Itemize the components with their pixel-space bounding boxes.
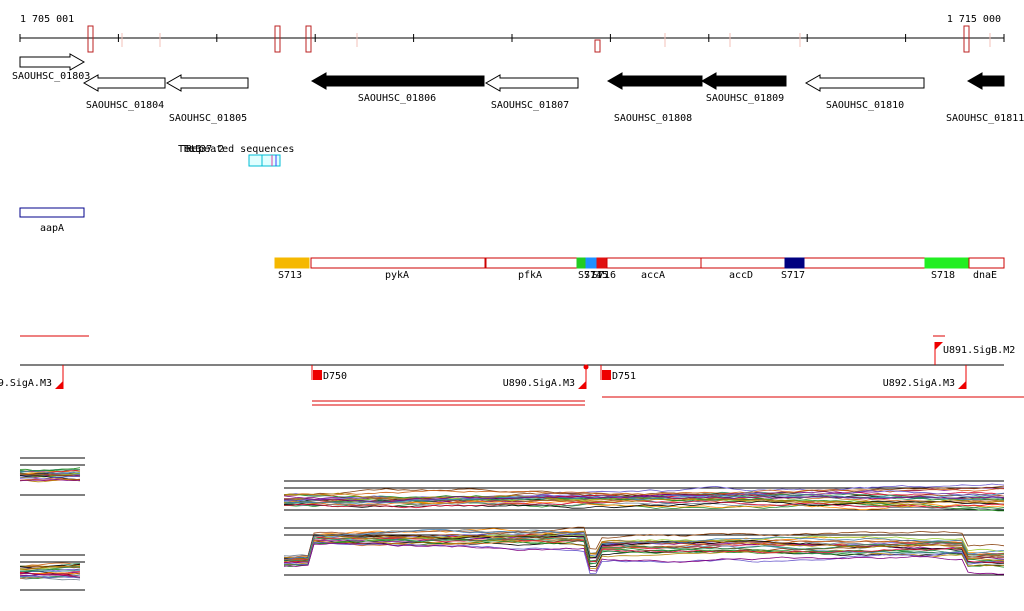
- profile-trace: [283, 495, 1005, 503]
- segment: [784, 257, 805, 269]
- segment: [700, 257, 786, 269]
- axis-marker: [594, 39, 601, 53]
- profile-trace: [283, 529, 1005, 560]
- segment-label: accD: [729, 270, 753, 281]
- repeat-box: [248, 154, 281, 167]
- gene-arrow: [804, 74, 925, 92]
- promoter-flag: [958, 381, 966, 389]
- profile-trace: [283, 492, 1005, 506]
- segment: [606, 257, 702, 269]
- segment: [924, 257, 969, 269]
- axis-marker: [305, 25, 312, 53]
- profile-trace: [283, 536, 1005, 562]
- profile-trace: [19, 476, 81, 480]
- promoter-label: U890.SigA.M3: [503, 378, 575, 389]
- gene-label: SAOUHSC_01804: [86, 100, 164, 111]
- profile-trace: [283, 542, 1005, 575]
- promoter-box: [602, 370, 611, 380]
- segment-label: accA: [641, 270, 665, 281]
- segment: [485, 257, 578, 269]
- promoter-label: U892.SigA.M3: [883, 378, 955, 389]
- gene-arrow: [484, 74, 579, 92]
- repeat-label: Tet37.2: [182, 144, 224, 155]
- promoter-label: D751: [612, 371, 636, 382]
- profile-trace: [19, 472, 81, 479]
- promoter-flag: [578, 381, 586, 389]
- profile-trace: [19, 570, 81, 573]
- promoter-flag: [55, 381, 63, 389]
- axis-marker: [87, 25, 94, 53]
- gene-label: SAOUHSC_01806: [358, 93, 436, 104]
- profile-trace: [19, 478, 80, 482]
- profile-trace: [283, 493, 1004, 512]
- segment: [803, 257, 926, 269]
- segment: [310, 257, 486, 269]
- profile-trace: [19, 475, 81, 481]
- segment-label: S717: [781, 270, 805, 281]
- profile-trace: [19, 577, 81, 581]
- gene-arrow: [966, 72, 1005, 90]
- segment-label: S714: [578, 270, 602, 281]
- gene-label: SAOUHSC_01805: [169, 113, 247, 124]
- profile-trace: [19, 562, 81, 567]
- segment: [576, 257, 587, 269]
- profile-trace: [283, 534, 1005, 562]
- profile-trace: [19, 566, 80, 572]
- segment-label: S713: [278, 270, 302, 281]
- axis-marker: [963, 25, 970, 53]
- gene-label: SAOUHSC_01811: [946, 113, 1024, 124]
- profile-trace: [19, 473, 81, 478]
- promoter-label: D750: [323, 371, 347, 382]
- repeat-label: Tet3: [178, 144, 202, 155]
- gene-arrow: [82, 74, 166, 92]
- segment: [968, 257, 1005, 269]
- feature-label: aapA: [40, 223, 64, 234]
- promoter-label: 9.SigA.M3: [0, 378, 52, 389]
- segment: [596, 257, 608, 269]
- gene-arrow: [310, 72, 485, 90]
- profile-trace: [19, 575, 81, 579]
- profile-trace: [19, 572, 81, 578]
- promoter-box: [313, 370, 322, 380]
- segment: [274, 257, 310, 269]
- promoter-label: U891.SigB.M2: [943, 345, 1015, 356]
- axis-start: 1 705 001: [20, 14, 74, 25]
- gene-label: SAOUHSC_01810: [826, 100, 904, 111]
- gene-label: SAOUHSC_01807: [491, 100, 569, 111]
- gene-arrow: [700, 72, 787, 90]
- gene-label: SAOUHSC_01803: [12, 71, 90, 82]
- promoter-flag: [935, 342, 943, 350]
- profile-trace: [283, 501, 1005, 510]
- profile-trace: [283, 493, 1005, 504]
- profile-trace: [19, 565, 81, 571]
- gene-arrow: [165, 74, 249, 92]
- profile-trace: [19, 470, 81, 474]
- segment-label: S715: [584, 270, 608, 281]
- repeat-label: Repeated sequences: [186, 144, 294, 155]
- axis-marker: [274, 25, 281, 53]
- gene-arrow: [19, 53, 86, 71]
- profile-trace: [283, 538, 1005, 568]
- feature-box: [19, 207, 85, 218]
- segment-label: S718: [931, 270, 955, 281]
- profile-trace: [283, 534, 1005, 562]
- gene-arrow: [606, 72, 703, 90]
- gene-label: SAOUHSC_01808: [614, 113, 692, 124]
- segment-label: pfkA: [518, 270, 542, 281]
- profile-trace: [283, 538, 1005, 562]
- promoter-dot: [583, 364, 589, 370]
- profile-trace: [19, 478, 81, 481]
- profile-trace: [19, 479, 81, 483]
- segment-label: dnaE: [973, 270, 997, 281]
- axis-end: 1 715 000: [947, 14, 1001, 25]
- segment-label: pykA: [385, 270, 409, 281]
- profile-trace: [283, 500, 1005, 509]
- segment-label: S716: [592, 270, 616, 281]
- gene-label: SAOUHSC_01809: [706, 93, 784, 104]
- segment: [585, 257, 598, 269]
- profile-trace: [283, 500, 1005, 509]
